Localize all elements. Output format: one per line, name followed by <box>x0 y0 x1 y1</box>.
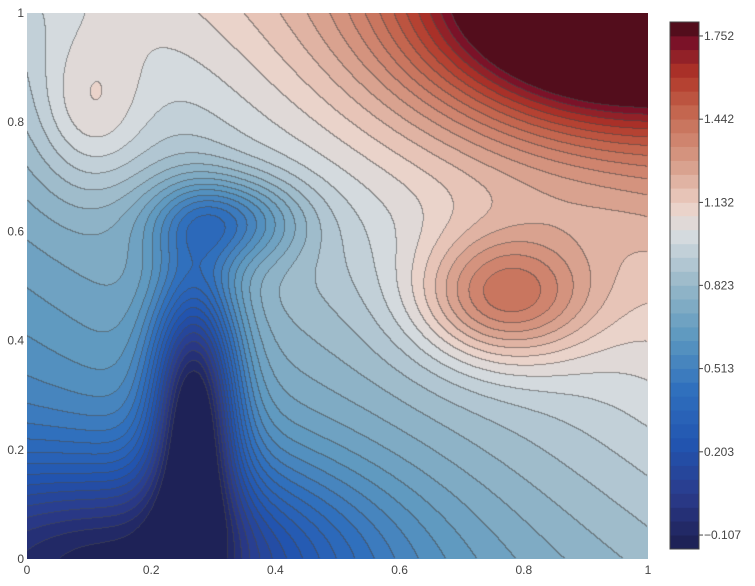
x-tick-label: 0.8 <box>515 563 532 577</box>
colorbar-band <box>670 215 699 231</box>
colorbar-band <box>670 437 699 453</box>
colorbar-band <box>670 119 699 134</box>
colorbar-bands <box>670 22 699 550</box>
colorbar-band <box>670 63 699 78</box>
x-tick-label: 0.2 <box>143 563 160 577</box>
colorbar-band <box>670 368 699 383</box>
colorbar-band <box>670 132 699 147</box>
y-tick-label: 0.4 <box>7 334 24 348</box>
colorbar-ticks: −0.107 0.203 0.513 0.823 1.132 1.442 1.752 <box>699 29 741 542</box>
colorbar-band <box>670 202 699 217</box>
colorbar-band <box>670 174 699 189</box>
colorbar-band <box>670 326 699 342</box>
colorbar-band <box>670 22 699 37</box>
colorbar-band <box>670 257 699 272</box>
colorbar-tick-label: 0.513 <box>704 362 734 376</box>
x-tick-label: 1 <box>645 563 652 577</box>
colorbar-band <box>670 493 699 508</box>
colorbar-band <box>670 340 699 356</box>
y-tick-label: 0 <box>17 552 24 566</box>
contour-fill <box>27 13 648 559</box>
colorbar-band <box>670 382 699 397</box>
colorbar-band <box>670 271 699 286</box>
x-tick-label: 0.4 <box>267 563 284 577</box>
colorbar-band <box>670 77 699 92</box>
colorbar-tick-label: 1.442 <box>704 112 734 126</box>
x-tick-label: 0 <box>24 563 31 577</box>
colorbar-band <box>670 479 699 494</box>
colorbar-band <box>670 313 699 328</box>
colorbar-band <box>670 396 699 411</box>
colorbar-band <box>670 35 699 51</box>
colorbar-band <box>670 535 699 550</box>
colorbar-band <box>670 465 699 480</box>
y-tick-label: 0.8 <box>7 115 24 129</box>
colorbar-tick-label: 1.752 <box>704 29 734 43</box>
colorbar-tick-label: 0.203 <box>704 445 734 459</box>
colorbar-band <box>670 299 699 314</box>
colorbar-band <box>670 146 699 161</box>
colorbar-band <box>670 229 699 245</box>
plot-area <box>27 13 648 559</box>
x-tick-label: 0.6 <box>391 563 408 577</box>
colorbar-band <box>670 423 699 439</box>
colorbar-band <box>670 91 699 106</box>
colorbar-band <box>670 285 699 300</box>
colorbar-band <box>670 243 699 258</box>
colorbar-tick-label: 0.823 <box>704 278 734 292</box>
y-tick-label: 1 <box>17 6 24 20</box>
colorbar: −0.107 0.203 0.513 0.823 1.132 1.442 1.752 <box>669 21 741 550</box>
colorbar-tick-label: −0.107 <box>704 528 741 542</box>
y-axis: 0 0.2 0.4 0.6 0.8 1 <box>7 6 24 566</box>
colorbar-band <box>670 451 699 466</box>
colorbar-band <box>670 354 699 369</box>
colorbar-band <box>670 49 699 64</box>
y-tick-label: 0.2 <box>7 443 24 457</box>
colorbar-band <box>670 104 699 120</box>
x-axis: 0 0.2 0.4 0.6 0.8 1 <box>24 563 652 577</box>
colorbar-band <box>670 188 699 203</box>
colorbar-band <box>670 521 699 536</box>
colorbar-tick-label: 1.132 <box>704 195 734 209</box>
colorbar-band <box>670 160 699 175</box>
colorbar-band <box>670 507 699 522</box>
y-tick-label: 0.6 <box>7 224 24 238</box>
colorbar-band <box>670 410 699 425</box>
